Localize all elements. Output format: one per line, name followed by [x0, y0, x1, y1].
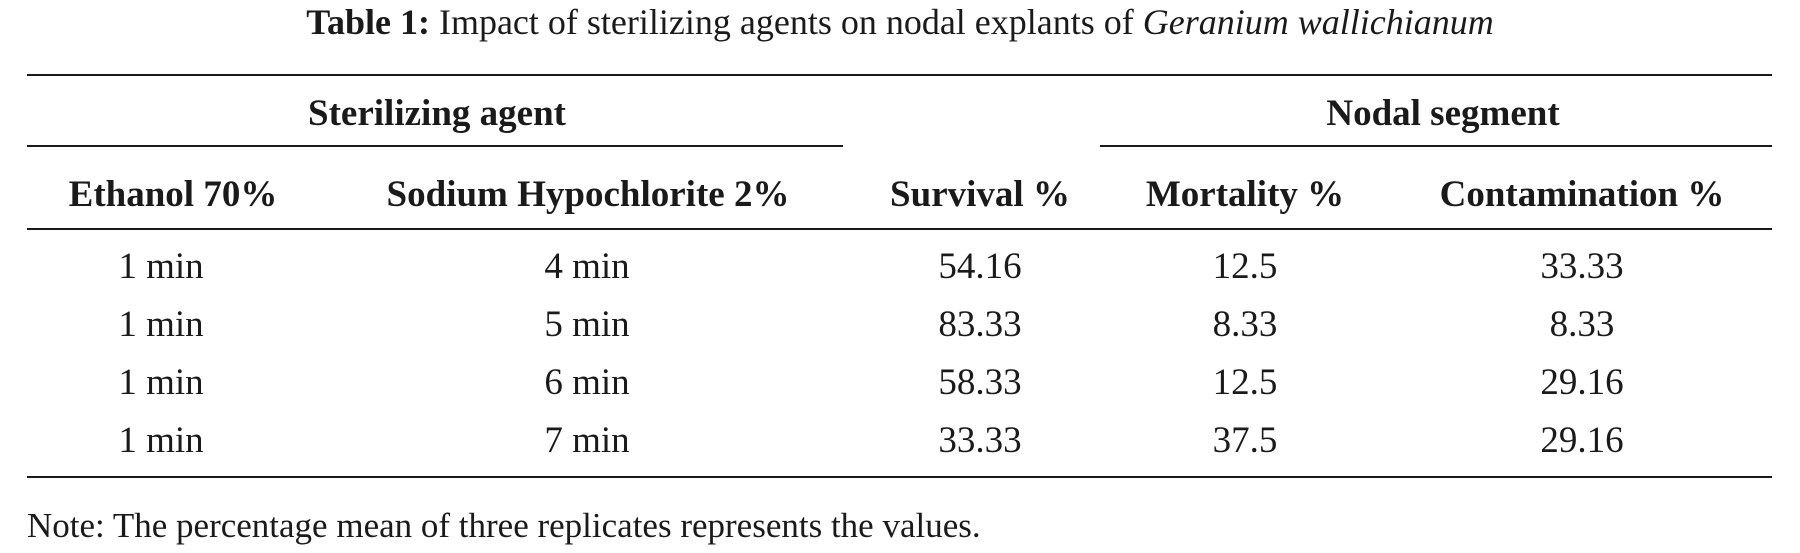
column-header-ethanol: Ethanol 70% — [68, 174, 278, 215]
column-header-sodium-hypochlorite: Sodium Hypochlorite 2% — [386, 174, 790, 215]
table-cell: 33.33 — [1540, 246, 1624, 287]
table-cell: 37.5 — [1212, 420, 1278, 461]
header-bottom-rule — [27, 228, 1772, 230]
table-cell: 29.16 — [1540, 362, 1624, 403]
caption-text: Impact of sterilizing agents on nodal ex… — [438, 2, 1134, 42]
table-cell: 1 min — [118, 246, 204, 287]
table-cell: 29.16 — [1540, 420, 1624, 461]
caption-label: Table 1: — [306, 2, 430, 42]
table-cell: 58.33 — [938, 362, 1022, 403]
table-cell: 4 min — [544, 246, 630, 287]
table-cell: 8.33 — [1549, 304, 1615, 345]
table-caption: Table 1: Impact of sterilizing agents on… — [0, 0, 1800, 42]
table-cell: 8.33 — [1212, 304, 1278, 345]
table-cell: 33.33 — [938, 420, 1022, 461]
table-note: Note: The percentage mean of three repli… — [27, 506, 981, 545]
table-cell: 12.5 — [1212, 246, 1278, 287]
column-header-survival: Survival % — [890, 174, 1070, 215]
table-cell: 7 min — [544, 420, 630, 461]
bottom-rule — [27, 476, 1772, 478]
table-cell: 1 min — [118, 420, 204, 461]
column-header-contamination: Contamination % — [1439, 174, 1725, 215]
table-cell: 54.16 — [938, 246, 1022, 287]
table-cell: 12.5 — [1212, 362, 1278, 403]
table-cell: 5 min — [544, 304, 630, 345]
table-cell: 1 min — [118, 304, 204, 345]
column-header-mortality: Mortality % — [1145, 174, 1345, 215]
table-cell: 1 min — [118, 362, 204, 403]
table-cell: 6 min — [544, 362, 630, 403]
group-header-sterilizing-agent: Sterilizing agent — [308, 93, 566, 134]
table-cell: 83.33 — [938, 304, 1022, 345]
group-header-nodal-segment: Nodal segment — [1326, 93, 1560, 134]
caption-species: Geranium wallichianum — [1142, 2, 1494, 42]
nodal-segment-underline — [1100, 145, 1772, 147]
sterilizing-agent-underline — [27, 145, 843, 147]
top-rule — [27, 74, 1772, 76]
